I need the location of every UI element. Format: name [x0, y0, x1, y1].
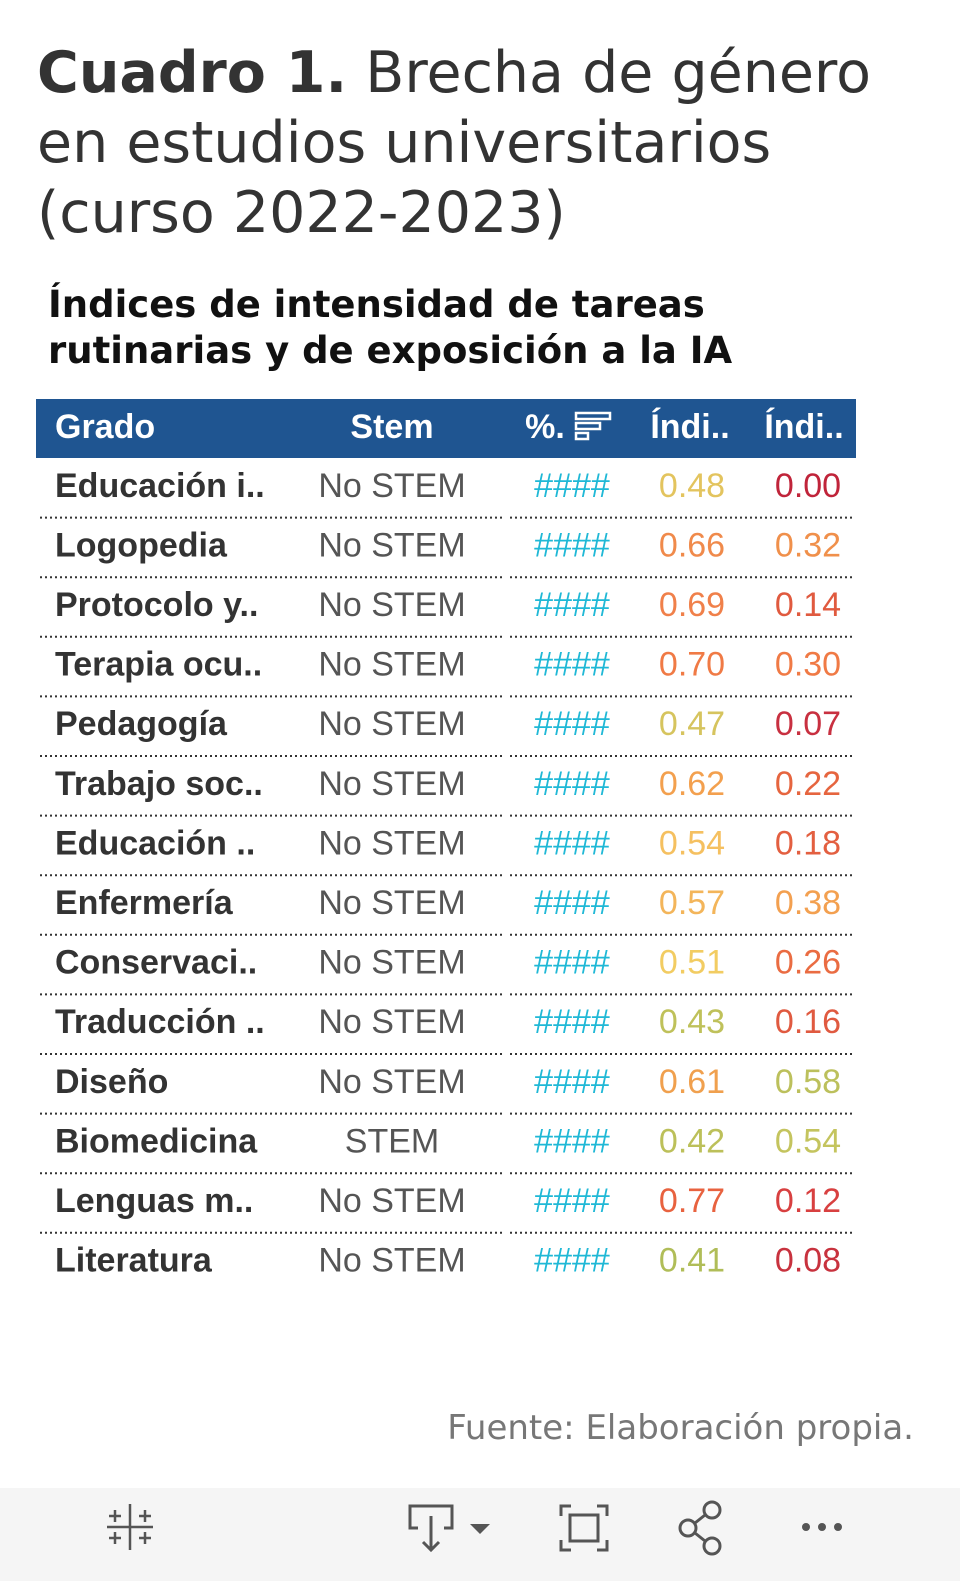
source: Fuente: Elaboración propia.	[447, 1408, 914, 1448]
index-2-cell: 0.07	[775, 705, 841, 743]
index-2-cell: 0.22	[775, 765, 841, 803]
stem-cell: No STEM	[318, 1003, 465, 1041]
title-text: Brecha de género en estudios universitar…	[37, 40, 871, 246]
pct-cell: ####	[534, 824, 610, 862]
stem-cell: No STEM	[318, 1242, 465, 1280]
pct-cell: ####	[534, 705, 610, 743]
index-2-cell: 0.54	[775, 1122, 841, 1160]
header-cell: %.	[525, 408, 565, 446]
grado-cell: Diseño	[55, 1063, 168, 1101]
index-2-cell: 0.00	[775, 467, 841, 505]
grado-cell: Terapia ocu..	[55, 646, 262, 684]
stem-cell: No STEM	[318, 765, 465, 803]
stem-cell: No STEM	[318, 646, 465, 684]
index-2-cell: 0.38	[775, 884, 841, 922]
title: Cuadro 1. Brecha de género en estudios u…	[37, 38, 937, 248]
header-cell: Índi..	[764, 408, 843, 446]
tableau-logo[interactable]	[107, 1504, 153, 1550]
index-1-cell: 0.43	[659, 1003, 725, 1041]
table: Grado Stem%. Índi.. Índi.. Educación i.. No S…	[36, 399, 856, 1280]
stem-cell: STEM	[345, 1122, 439, 1160]
index-2-cell: 0.58	[775, 1063, 841, 1101]
pct-cell: ####	[534, 1122, 610, 1160]
index-1-cell: 0.61	[659, 1063, 725, 1101]
pct-cell: ####	[534, 1063, 610, 1101]
grado-cell: Protocolo y..	[55, 586, 258, 624]
grado-cell: Educación i..	[55, 467, 265, 505]
toolbar	[0, 1488, 960, 1581]
index-1-cell: 0.77	[659, 1182, 725, 1220]
title-bold: Cuadro 1.	[37, 40, 348, 106]
grado-cell: Pedagogía	[55, 705, 228, 743]
stem-cell: No STEM	[318, 705, 465, 743]
index-1-cell: 0.42	[659, 1122, 725, 1160]
pct-cell: ####	[534, 1003, 610, 1041]
pct-cell: ####	[534, 467, 610, 505]
stem-cell: No STEM	[318, 586, 465, 624]
stem-cell: No STEM	[318, 884, 465, 922]
index-1-cell: 0.57	[659, 884, 725, 922]
stem-cell: No STEM	[318, 467, 465, 505]
index-1-cell: 0.54	[659, 824, 725, 862]
stem-cell: No STEM	[318, 824, 465, 862]
pct-cell: ####	[534, 944, 610, 982]
download-button[interactable]	[408, 1504, 490, 1553]
sort-icon	[574, 411, 612, 421]
grado-cell: Traducción ..	[55, 1003, 265, 1041]
stem-cell: No STEM	[318, 1182, 465, 1220]
pct-cell: ####	[534, 1182, 610, 1220]
index-2-cell: 0.12	[775, 1182, 841, 1220]
index-2-cell: 0.26	[775, 944, 841, 982]
grado-cell: Conservaci..	[55, 944, 257, 982]
pct-cell: ####	[534, 526, 610, 564]
index-1-cell: 0.62	[659, 765, 725, 803]
more-button[interactable]	[802, 1523, 842, 1531]
header-cell: Índi..	[650, 408, 729, 446]
index-1-cell: 0.51	[659, 944, 725, 982]
index-1-cell: 0.69	[659, 586, 725, 624]
index-2-cell: 0.18	[775, 824, 841, 862]
header-cell: Stem	[350, 408, 433, 446]
index-1-cell: 0.70	[659, 646, 725, 684]
stem-cell: No STEM	[318, 944, 465, 982]
fullscreen-button[interactable]	[559, 1504, 609, 1552]
header-bar	[36, 399, 856, 458]
pct-cell: ####	[534, 646, 610, 684]
index-1-cell: 0.41	[659, 1242, 725, 1280]
grado-cell: Enfermería	[55, 884, 234, 922]
index-1-cell: 0.66	[659, 526, 725, 564]
header-cell: Grado	[55, 408, 155, 446]
pct-cell: ####	[534, 586, 610, 624]
sort-icon	[574, 431, 590, 441]
sort-icon	[574, 421, 602, 431]
index-2-cell: 0.16	[775, 1003, 841, 1041]
grado-cell: Logopedia	[55, 526, 228, 564]
index-2-cell: 0.32	[775, 526, 841, 564]
pct-cell: ####	[534, 765, 610, 803]
pct-cell: ####	[534, 884, 610, 922]
index-2-cell: 0.14	[775, 586, 841, 624]
index-2-cell: 0.08	[775, 1242, 841, 1280]
grado-cell: Literatura	[55, 1242, 213, 1280]
index-1-cell: 0.47	[659, 705, 725, 743]
grado-cell: Educación ..	[55, 824, 255, 862]
grado-cell: Biomedicina	[55, 1122, 258, 1160]
share-button[interactable]	[678, 1500, 722, 1556]
pct-cell: ####	[534, 1242, 610, 1280]
grado-cell: Trabajo soc..	[55, 765, 263, 803]
toolbar-icons	[107, 1500, 842, 1556]
stem-cell: No STEM	[318, 1063, 465, 1101]
stem-cell: No STEM	[318, 526, 465, 564]
index-1-cell: 0.48	[659, 467, 725, 505]
subtitle: Índices de intensidad de tareas rutinari…	[48, 283, 733, 372]
index-2-cell: 0.30	[775, 646, 841, 684]
grado-cell: Lenguas m..	[55, 1182, 253, 1220]
